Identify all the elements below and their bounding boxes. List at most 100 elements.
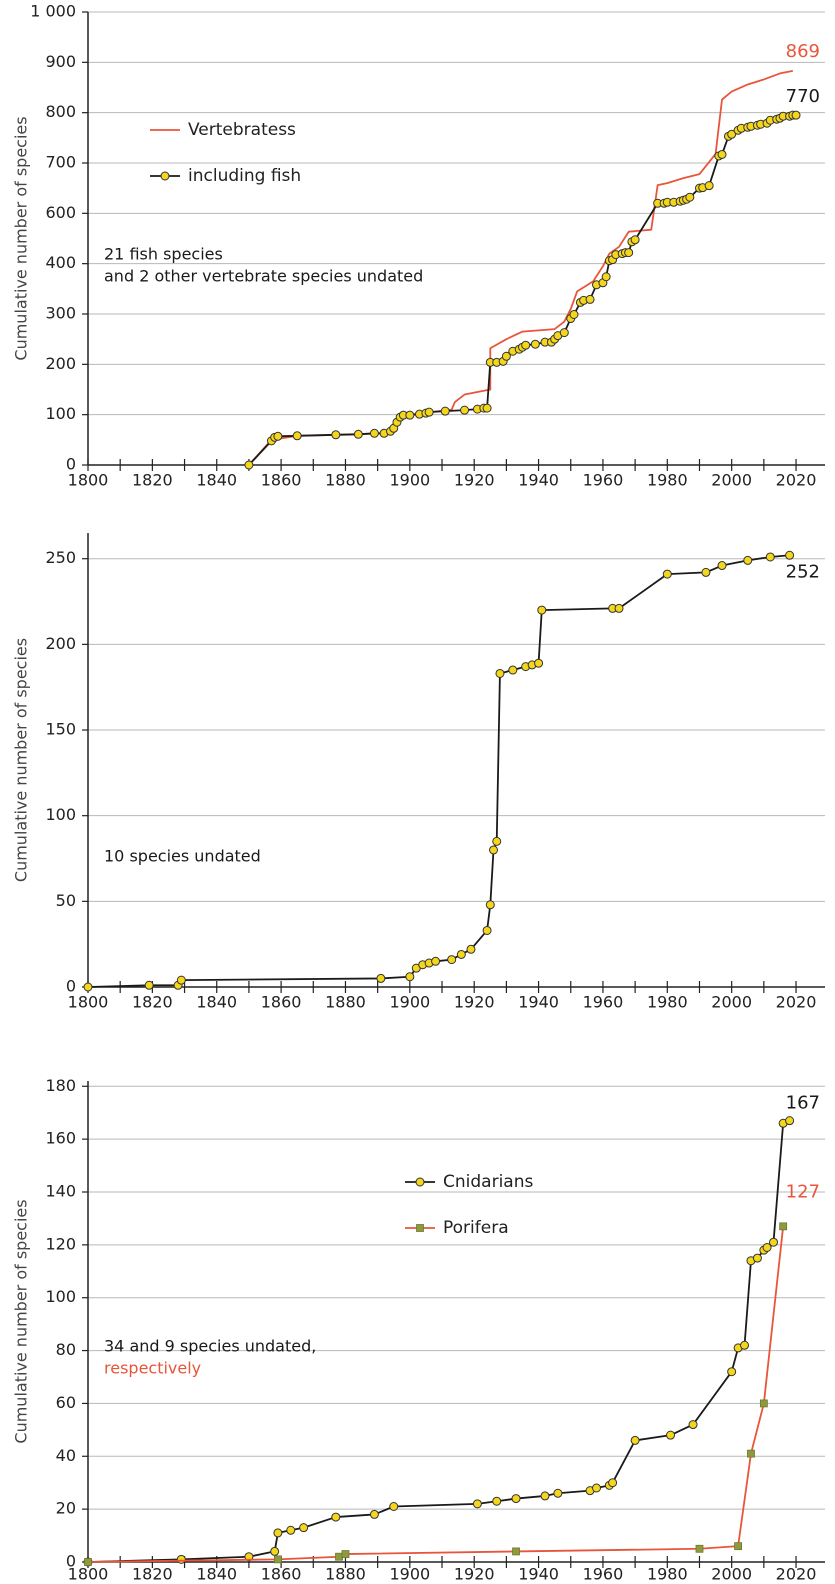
end-label: 869 xyxy=(786,41,820,62)
x-tick-label: 1900 xyxy=(389,471,430,490)
marker xyxy=(601,272,611,282)
marker xyxy=(292,431,302,441)
marker xyxy=(734,1542,743,1551)
marker xyxy=(176,1554,186,1564)
marker xyxy=(341,1550,350,1558)
y-tick-label: 250 xyxy=(45,548,76,567)
x-tick-label: 1820 xyxy=(132,1565,173,1584)
y-tick-label: 600 xyxy=(45,203,76,222)
y-tick-label: 300 xyxy=(45,304,76,323)
x-tick-label: 1840 xyxy=(196,471,237,490)
marker xyxy=(489,845,499,855)
marker xyxy=(376,973,386,983)
marker xyxy=(331,430,341,440)
x-tick-label: 1960 xyxy=(583,993,624,1012)
x-tick-label: 1920 xyxy=(454,471,495,490)
marker xyxy=(472,1499,482,1509)
x-tick-label: 1880 xyxy=(325,471,366,490)
marker xyxy=(416,1224,424,1232)
legend-label: Vertebratess xyxy=(188,120,296,140)
marker xyxy=(662,569,672,579)
x-tick-label: 1900 xyxy=(389,1565,430,1584)
x-tick-label: 1960 xyxy=(583,471,624,490)
marker xyxy=(685,192,695,202)
legend-label: including fish xyxy=(188,166,301,186)
marker xyxy=(779,1222,788,1231)
marker xyxy=(521,340,531,350)
annotation: respectively xyxy=(104,1359,201,1378)
marker xyxy=(630,1435,640,1445)
x-tick-label: 1820 xyxy=(132,471,173,490)
x-tick-label: 1960 xyxy=(583,1565,624,1584)
y-tick-label: 160 xyxy=(45,1129,76,1148)
x-tick-label: 1860 xyxy=(261,471,302,490)
marker xyxy=(717,149,727,159)
marker xyxy=(405,972,415,982)
series-line xyxy=(87,1226,785,1563)
marker xyxy=(791,110,801,120)
x-tick-label: 1940 xyxy=(518,1565,559,1584)
marker xyxy=(534,658,544,668)
end-label: 167 xyxy=(786,1093,820,1114)
marker xyxy=(424,407,434,417)
annotation: 10 species undated xyxy=(104,847,261,866)
x-tick-label: 1800 xyxy=(68,1565,109,1584)
marker xyxy=(785,550,795,560)
marker xyxy=(299,1523,309,1533)
y-tick-label: 150 xyxy=(45,720,76,739)
marker xyxy=(743,555,753,565)
annotation: and 2 other vertebrate species undated xyxy=(104,267,423,286)
x-tick-label: 1840 xyxy=(196,993,237,1012)
legend-label: Porifera xyxy=(443,1218,509,1238)
x-tick-label: 1920 xyxy=(454,993,495,1012)
y-tick-label: 900 xyxy=(45,52,76,71)
marker xyxy=(482,925,492,935)
marker xyxy=(492,836,502,846)
y-tick-label: 180 xyxy=(45,1076,76,1095)
marker xyxy=(717,561,727,571)
x-tick-label: 1820 xyxy=(132,993,173,1012)
marker xyxy=(485,900,495,910)
marker xyxy=(747,1449,755,1458)
marker xyxy=(559,328,569,338)
x-tick-label: 1920 xyxy=(454,1565,495,1584)
marker xyxy=(460,405,470,415)
x-tick-label: 1980 xyxy=(647,1565,688,1584)
x-tick-label: 1900 xyxy=(389,993,430,1012)
marker xyxy=(273,1528,283,1538)
x-tick-label: 2020 xyxy=(776,471,817,490)
x-tick-label: 1840 xyxy=(196,1565,237,1584)
y-tick-label: 100 xyxy=(45,805,76,824)
y-tick-label: 140 xyxy=(45,1182,76,1201)
marker xyxy=(512,1547,520,1556)
marker xyxy=(765,552,775,562)
marker xyxy=(752,1253,762,1263)
marker xyxy=(160,171,170,181)
y-tick-label: 20 xyxy=(56,1499,76,1518)
marker xyxy=(482,403,492,413)
y-tick-label: 120 xyxy=(45,1234,76,1253)
marker xyxy=(740,1340,750,1350)
x-tick-label: 2020 xyxy=(776,1565,817,1584)
x-tick-label: 1800 xyxy=(68,471,109,490)
marker xyxy=(695,1544,704,1553)
marker xyxy=(553,1488,563,1498)
marker xyxy=(431,956,441,966)
marker xyxy=(769,1237,779,1247)
y-tick-label: 0 xyxy=(66,1552,76,1571)
marker xyxy=(335,1552,343,1561)
y-tick-label: 1 000 xyxy=(30,2,76,21)
y-tick-label: 200 xyxy=(45,634,76,653)
marker xyxy=(624,248,634,258)
end-label: 252 xyxy=(786,561,820,582)
marker xyxy=(83,982,93,992)
y-tick-label: 0 xyxy=(66,977,76,996)
y-axis-title: Cumulative number of species xyxy=(12,1199,31,1443)
y-tick-label: 400 xyxy=(45,253,76,272)
x-tick-label: 2020 xyxy=(776,993,817,1012)
marker xyxy=(614,603,624,613)
series-line xyxy=(87,554,790,988)
marker xyxy=(447,955,457,965)
y-tick-label: 100 xyxy=(45,1287,76,1306)
y-axis-title: Cumulative number of species xyxy=(12,116,31,360)
